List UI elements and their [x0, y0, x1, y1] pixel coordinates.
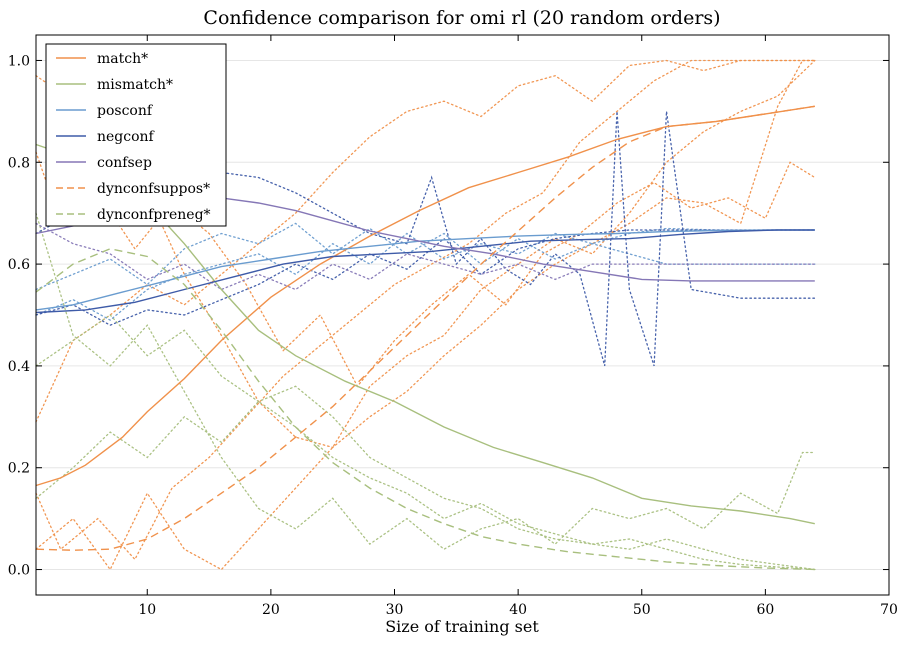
trial-trace-8: [35, 227, 816, 321]
trial-trace-3: [35, 59, 816, 561]
trial-trace-5: [35, 212, 816, 550]
x-tick-label-0: 10: [138, 602, 156, 618]
axis-ticks: 10 20 30 40 50 60 70 0.0 0.2 0.4 0.6 0.8 1.0: [8, 35, 898, 618]
series-line-6: [35, 248, 815, 571]
legend-box: [45, 43, 227, 227]
x-tick-label-3: 40: [509, 602, 527, 618]
legend-label-2: posconf: [97, 103, 154, 119]
x-axis-label: Size of training set: [385, 617, 539, 636]
plot-frame: [35, 34, 890, 596]
y-tick-label-0: 0.0: [8, 563, 30, 579]
chart-title: Confidence comparison for omi rl (20 ran…: [203, 7, 720, 29]
y-tick-label-2: 0.4: [8, 359, 30, 375]
trial-trace-12: [35, 222, 816, 291]
trial-trace-10: [35, 111, 816, 367]
legend-label-0: match*: [97, 51, 148, 67]
series-line-5: [35, 105, 815, 551]
x-tick-label-4: 50: [633, 602, 651, 618]
x-tick-label-1: 20: [262, 602, 280, 618]
legend-items: match* mismatch* posconf negconf confsep dync…: [56, 51, 211, 223]
x-tick-label-2: 30: [386, 602, 404, 618]
legend-label-5: dynconfsuppos*: [97, 181, 210, 197]
y-tick-label-4: 0.8: [8, 155, 30, 171]
series-line-3: [35, 229, 815, 314]
y-tick-label-1: 0.2: [8, 461, 30, 477]
legend-label-3: negconf: [97, 129, 156, 145]
legend-label-1: mismatch*: [97, 77, 173, 93]
y-tick-label-5: 1.0: [8, 53, 30, 69]
trial-trace-6: [35, 314, 816, 571]
legend-label-6: dynconfpreneg*: [97, 207, 211, 223]
trial-trace-11: [35, 229, 816, 326]
series-line-0: [35, 105, 815, 487]
y-tick-label-3: 0.6: [8, 257, 30, 273]
trial-trace-2: [35, 59, 816, 449]
x-tick-label-5: 60: [756, 602, 774, 618]
trial-trace-9: [35, 222, 816, 291]
trial-trace-4: [35, 59, 816, 571]
trial-trace-7: [35, 400, 816, 571]
x-tick-label-6: 70: [880, 602, 898, 618]
legend: match* mismatch* posconf negconf confsep dync…: [45, 43, 227, 227]
legend-label-4: confsep: [97, 155, 152, 171]
